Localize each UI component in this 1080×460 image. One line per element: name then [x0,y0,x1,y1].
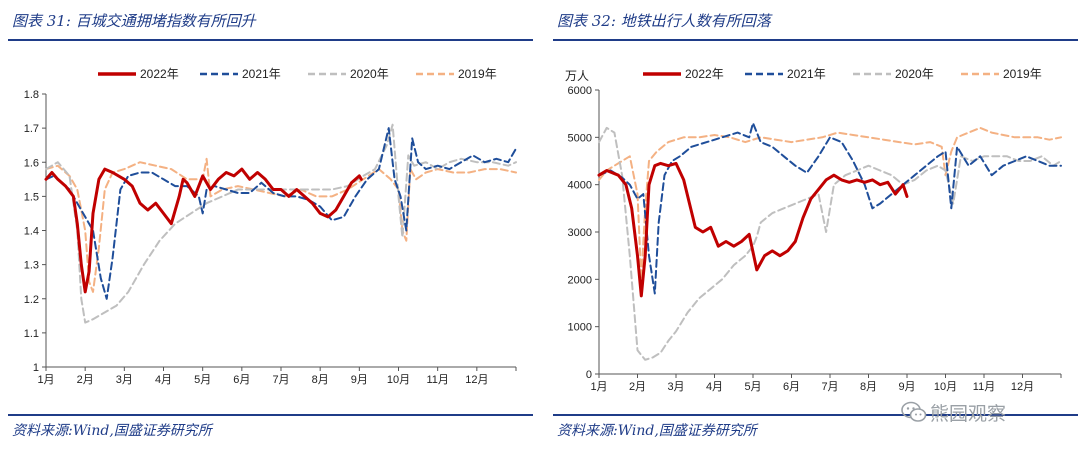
x-tick-label: 6月 [233,374,250,386]
x-tick-label: 10月 [387,374,410,386]
y-tick-label: 4000 [568,180,592,192]
x-tick-label: 5月 [194,374,211,386]
y-tick-label: 1.3 [24,260,39,272]
legend-label: 2020年 [350,67,389,81]
x-tick-label: 4月 [155,374,172,386]
series-line-2021年 [598,122,1062,295]
y-tick-label: 1.8 [24,89,39,101]
title-divider [553,39,1078,41]
series-line-2021年 [45,127,517,300]
x-tick-label: 11月 [973,381,995,393]
x-tick-label: 8月 [312,374,329,386]
x-tick-label: 4月 [706,381,723,393]
legend-label: 2020年 [895,67,934,81]
series-line-2022年 [597,161,909,298]
y-tick-label: 2000 [568,274,592,286]
x-tick-label: 8月 [860,381,877,393]
legend-label: 2021年 [242,67,281,81]
y-tick-label: 0 [586,369,592,381]
x-tick-label: 7月 [821,381,838,393]
x-tick-label: 11月 [426,374,448,386]
series-line-2019年 [598,126,1062,281]
x-tick-label: 3月 [116,374,133,386]
x-tick-label: 1月 [590,381,607,393]
watermark: 熊园观察 [900,398,1080,426]
x-tick-label: 6月 [783,381,800,393]
y-tick-label: 1.4 [24,226,39,238]
y-tick-label: 1.5 [24,191,39,203]
legend-label: 2019年 [458,67,497,81]
x-tick-label: 1月 [37,374,54,386]
source-note: 资料来源:Wind,国盛证券研究所 [557,423,757,439]
x-tick-label: 10月 [934,381,957,393]
title-divider [8,39,533,41]
legend-label: 2019年 [1003,67,1042,81]
y-tick-label: 1.6 [24,157,39,169]
source-note: 资料来源:Wind,国盛证券研究所 [12,423,212,439]
x-tick-label: 12月 [465,374,488,386]
series-line-2020年 [45,123,517,324]
x-tick-label: 3月 [667,381,684,393]
y-tick-label: 1 [33,362,39,374]
left-chart-panel: 图表 31: 百城交通拥堵指数有所回升 1 1.1 1.2 1.3 1.4 1.5 1.6 1… [8,0,533,460]
legend-label: 2021年 [787,67,826,81]
y-tick-label: 6000 [568,85,592,97]
y-tick-label: 1.2 [24,294,39,306]
y-tick-label: 1.1 [24,328,39,340]
y-tick-label: 1.7 [24,123,39,135]
y-tick-label: 5000 [568,132,592,144]
x-tick-label: 9月 [898,381,915,393]
right-chart-panel: 图表 32: 地铁出行人数有所回落 0 1000 2000 3000 4000 5000 6… [553,0,1078,460]
x-tick-label: 9月 [351,374,368,386]
chart-title: 图表 32: 地铁出行人数有所回落 [557,12,771,30]
source-divider [553,414,1078,416]
source-divider [8,414,533,416]
y-tick-label: 1000 [568,322,592,334]
x-tick-label: 12月 [1011,381,1034,393]
watermark-text: 熊园观察 [930,403,1007,425]
congestion-index-chart: 1 1.1 1.2 1.3 1.4 1.5 1.6 1.7 1.8 1月 2月 3月 4月 5月 6月 7月 8… [24,67,517,386]
x-tick-label: 5月 [744,381,761,393]
series-line-2020年 [598,126,1062,361]
y-tick-label: 3000 [568,227,592,239]
legend-label: 2022年 [140,67,179,81]
wechat-icon [901,401,927,422]
chart-title: 图表 31: 百城交通拥堵指数有所回升 [12,12,256,30]
y-unit-label: 万人 [565,69,589,83]
series-line-2019年 [45,157,517,293]
x-tick-label: 2月 [77,374,94,386]
x-tick-label: 7月 [272,374,289,386]
series-line-2022年 [44,167,363,294]
subway-ridership-chart: 0 1000 2000 3000 4000 5000 6000 1月 2月 3月 4月 5月 6月 7月 8… [565,67,1062,393]
legend-label: 2022年 [685,67,724,81]
x-tick-label: 2月 [629,381,646,393]
